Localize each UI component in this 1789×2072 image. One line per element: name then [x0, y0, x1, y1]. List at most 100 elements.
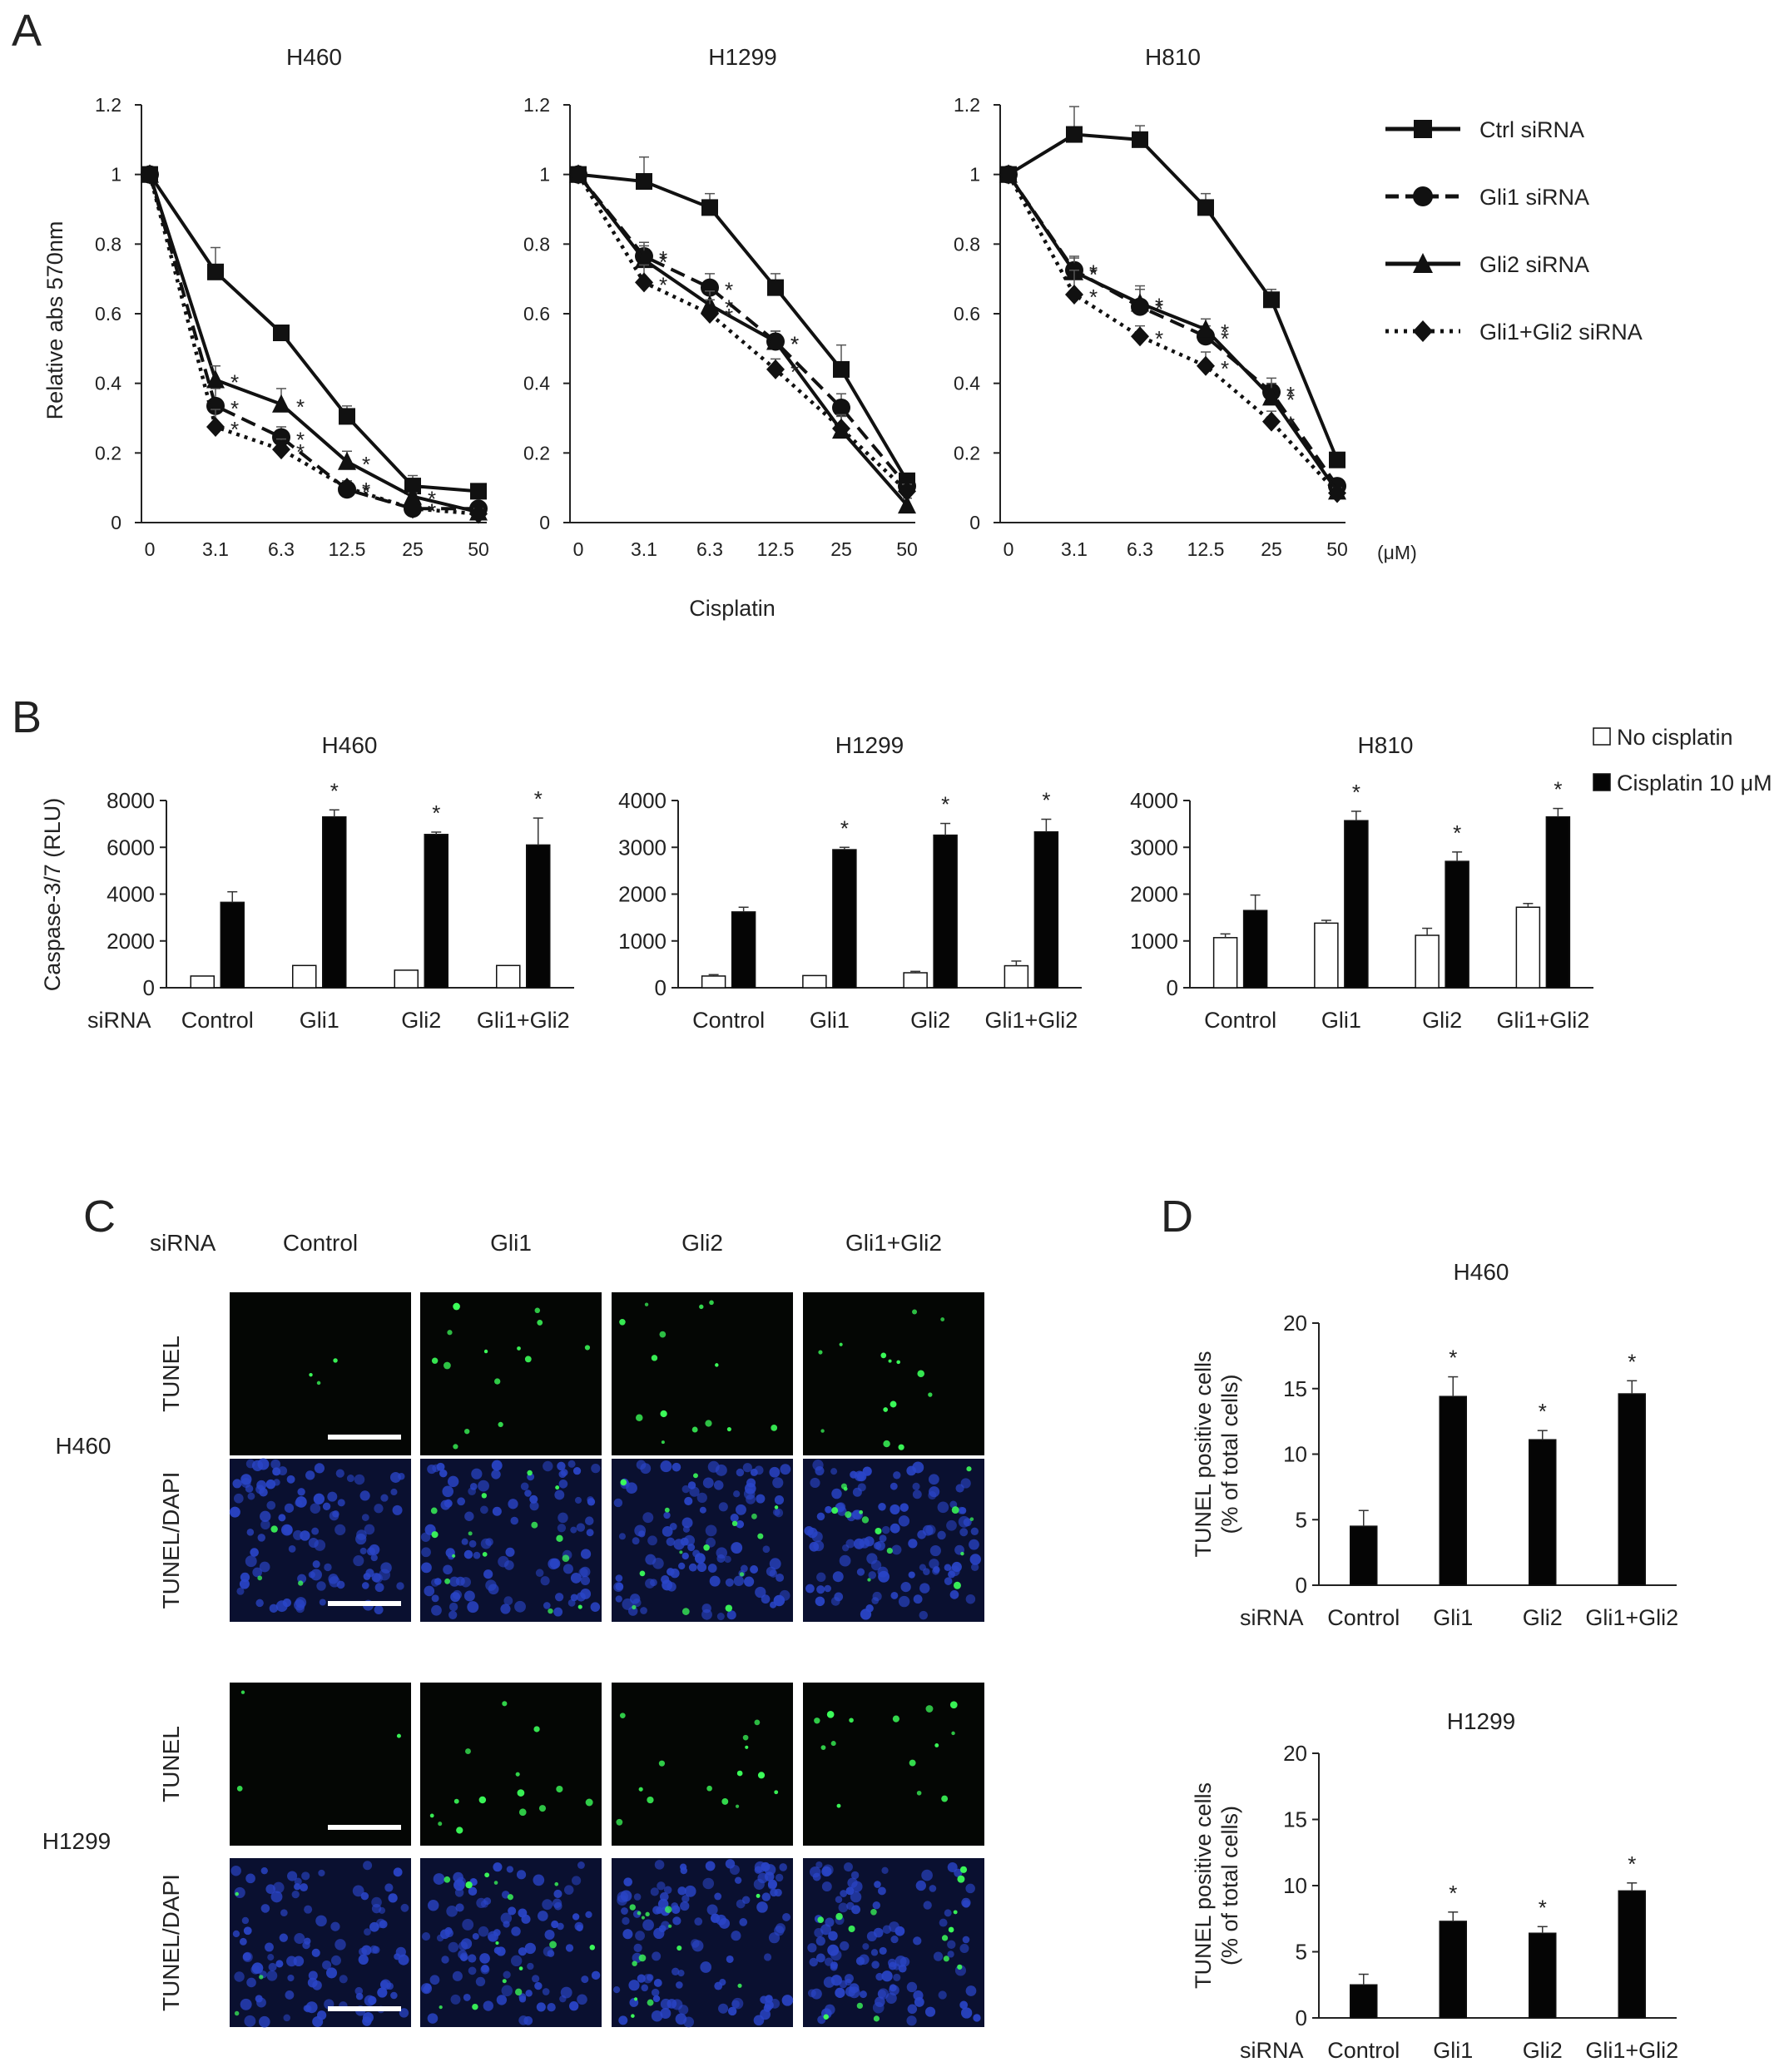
tunel-signal: [957, 1875, 965, 1883]
tunel-signal: [959, 1866, 968, 1873]
tunel-signal: [706, 1785, 712, 1792]
nucleus: [840, 1941, 850, 1951]
nucleus: [680, 1901, 690, 1911]
bar-gli2-no-cisplatin: [394, 969, 419, 989]
significance-star: *: [230, 369, 239, 394]
nucleus: [503, 1970, 511, 1979]
nucleus: [585, 1911, 592, 1918]
nucleus: [551, 1920, 559, 1929]
nucleus: [809, 1957, 818, 1967]
y-tick-label: 3000: [618, 835, 667, 860]
nucleus: [824, 2004, 835, 2015]
tunel-signal: [548, 1608, 553, 1614]
x-tick-label: 25: [402, 538, 424, 560]
nucleus: [310, 1503, 321, 1514]
data-point-ctrl-sirna: [701, 199, 718, 216]
tunel-signal: [431, 1531, 439, 1539]
data-point-gli2-sirna: [1197, 319, 1215, 338]
x-tick-label: 6.3: [268, 538, 295, 560]
nucleus: [529, 1495, 538, 1504]
nucleus: [645, 1554, 657, 1565]
tunel-signal: [651, 1355, 658, 1361]
tunel-signal: [396, 1733, 401, 1738]
tunel-signal: [679, 1550, 683, 1554]
series-line-ctrl-sirna: [577, 172, 909, 482]
y-tick-label: 0.6: [523, 303, 550, 325]
nucleus: [900, 1581, 911, 1593]
nucleus: [729, 1865, 740, 1876]
nucleus: [244, 2015, 256, 2027]
nucleus: [937, 1530, 946, 1540]
data-point-gli1-sirna: [272, 428, 290, 447]
nucleus: [384, 1883, 394, 1892]
nucleus: [400, 1903, 409, 1912]
nucleus: [246, 1977, 256, 1988]
nucleus: [706, 1904, 718, 1916]
tunel-signal: [888, 1359, 892, 1363]
nucleus: [479, 1953, 490, 1964]
nucleus: [525, 1990, 533, 1997]
nucleus: [245, 1873, 255, 1884]
nucleus: [590, 1602, 601, 1612]
nucleus: [727, 2006, 737, 2016]
tunel-signal: [632, 1604, 637, 1610]
nucleus: [447, 1475, 459, 1488]
x-tick-label: Gli1: [300, 1008, 339, 1033]
nucleus: [825, 1917, 835, 1927]
y-tick-label: 4000: [618, 788, 667, 813]
nucleus: [532, 1975, 540, 1983]
significance-star: *: [659, 250, 667, 275]
nucleus: [681, 1895, 690, 1903]
nucleus: [913, 1594, 923, 1604]
legend-marker-gli1-sirna: [1413, 186, 1433, 206]
nucleus: [815, 1465, 825, 1476]
legend-swatch-cisplatin-10-m: [1593, 773, 1611, 791]
micrograph-gli2-tunel-dapi: [612, 1858, 794, 2028]
tunel-signal: [774, 1790, 779, 1795]
nucleus: [460, 1954, 468, 1961]
nucleus: [671, 1967, 680, 1976]
nucleus: [730, 1513, 739, 1523]
nucleus: [570, 1594, 578, 1602]
nucleus: [265, 1942, 274, 1952]
nucleus: [839, 1554, 851, 1567]
micrograph-control-tunel: [230, 1683, 411, 1846]
tunel-signal: [875, 1527, 882, 1534]
nucleus: [677, 1886, 686, 1896]
tunel-signal: [584, 1345, 591, 1351]
nucleus: [472, 1932, 479, 1941]
nucleus: [815, 1936, 825, 1946]
nucleus: [421, 1547, 431, 1558]
nucleus: [286, 1475, 295, 1484]
nucleus: [444, 1499, 453, 1508]
nucleus: [511, 1926, 521, 1936]
bar-gli1-gli2-cisplatin-10-m: [1545, 815, 1571, 989]
nucleus: [716, 1612, 725, 1621]
x-tick-label: 0: [145, 538, 156, 560]
y-axis-title-line: (% of total cells): [1217, 1806, 1242, 1965]
tunel-signal: [867, 1578, 871, 1582]
nucleus: [572, 1467, 582, 1475]
significance-star: *: [659, 246, 667, 271]
nucleus: [670, 1569, 680, 1579]
nucleus: [518, 1993, 527, 2001]
tunel-signal: [478, 1796, 487, 1804]
significance-star: *: [230, 417, 239, 442]
nucleus: [305, 2001, 318, 2014]
significance-star: *: [790, 359, 799, 384]
nucleus: [464, 1511, 474, 1521]
data-point-ctrl-sirna: [1197, 199, 1214, 216]
scale-bar: [328, 2006, 401, 2011]
nucleus: [651, 1988, 660, 1997]
tunel-signal: [659, 1331, 667, 1338]
nucleus: [562, 1564, 573, 1574]
micrograph-gli2-tunel: [612, 1292, 793, 1455]
significance-star: *: [725, 304, 733, 329]
nucleus: [572, 1913, 580, 1921]
nucleus: [312, 1560, 320, 1569]
nucleus: [924, 2006, 936, 2017]
nucleus: [731, 1542, 743, 1554]
data-point-ctrl-sirna: [1066, 126, 1083, 143]
nucleus: [736, 1468, 745, 1477]
nucleus: [287, 1871, 298, 1881]
